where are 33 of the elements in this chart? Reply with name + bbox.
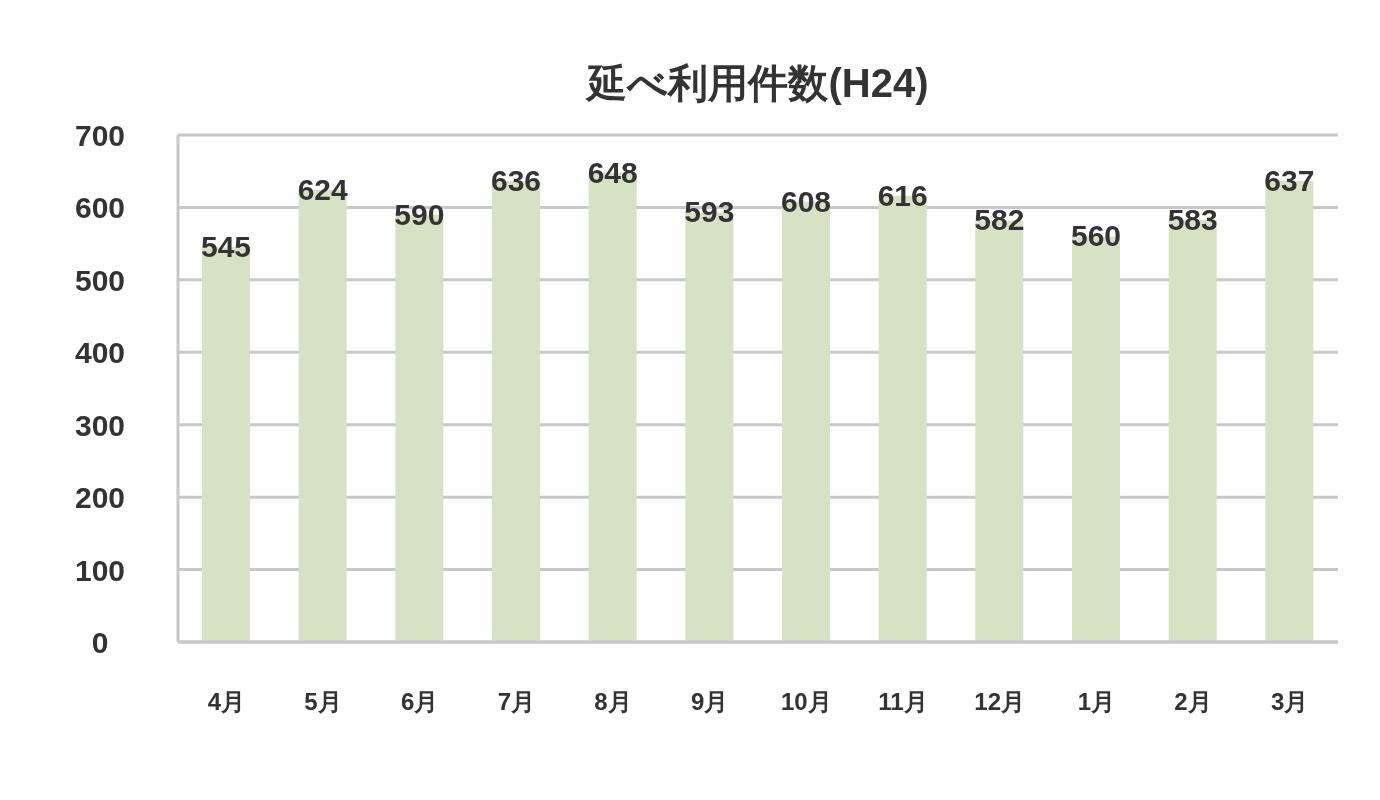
data-label: 608: [780, 184, 832, 218]
data-label: 560: [1070, 219, 1122, 253]
y-tick-label: 200: [74, 481, 126, 515]
x-tick-label: 7月: [497, 688, 536, 715]
y-tick-label: 300: [74, 408, 126, 442]
x-tick-label: 10月: [780, 688, 832, 715]
data-label: 637: [1264, 163, 1315, 197]
data-label: 616: [877, 178, 928, 212]
data-label: 583: [1167, 202, 1218, 236]
x-tick-label: 4月: [207, 688, 246, 715]
x-tick-label: 5月: [304, 688, 342, 715]
y-tick-label: 400: [74, 336, 126, 370]
x-tick-label: 11月: [878, 688, 928, 715]
data-label: 545: [200, 230, 252, 264]
y-tick-label: 100: [74, 553, 126, 587]
x-tick-label: 2月: [1174, 688, 1212, 715]
x-tick-label: 9月: [690, 688, 729, 715]
y-tick-label: 700: [74, 119, 126, 152]
y-tick-label: 0: [91, 626, 109, 659]
data-label: 636: [490, 164, 542, 198]
data-label: 582: [974, 203, 1025, 237]
data-label: 648: [587, 155, 638, 189]
y-tick-label: 500: [74, 263, 126, 297]
x-tick-label: 12月: [974, 688, 1026, 715]
x-tick-label: 3月: [1270, 688, 1309, 715]
x-tick-label: 6月: [400, 688, 439, 715]
x-tick-label: 8月: [594, 688, 632, 715]
data-label: 593: [684, 195, 735, 229]
x-tick-label: 1月: [1077, 688, 1116, 715]
y-tick-label: 600: [74, 191, 126, 225]
chart-title: 延べ利用件数(H24): [584, 60, 930, 107]
data-label: 590: [394, 197, 445, 231]
data-label: 624: [297, 173, 348, 207]
